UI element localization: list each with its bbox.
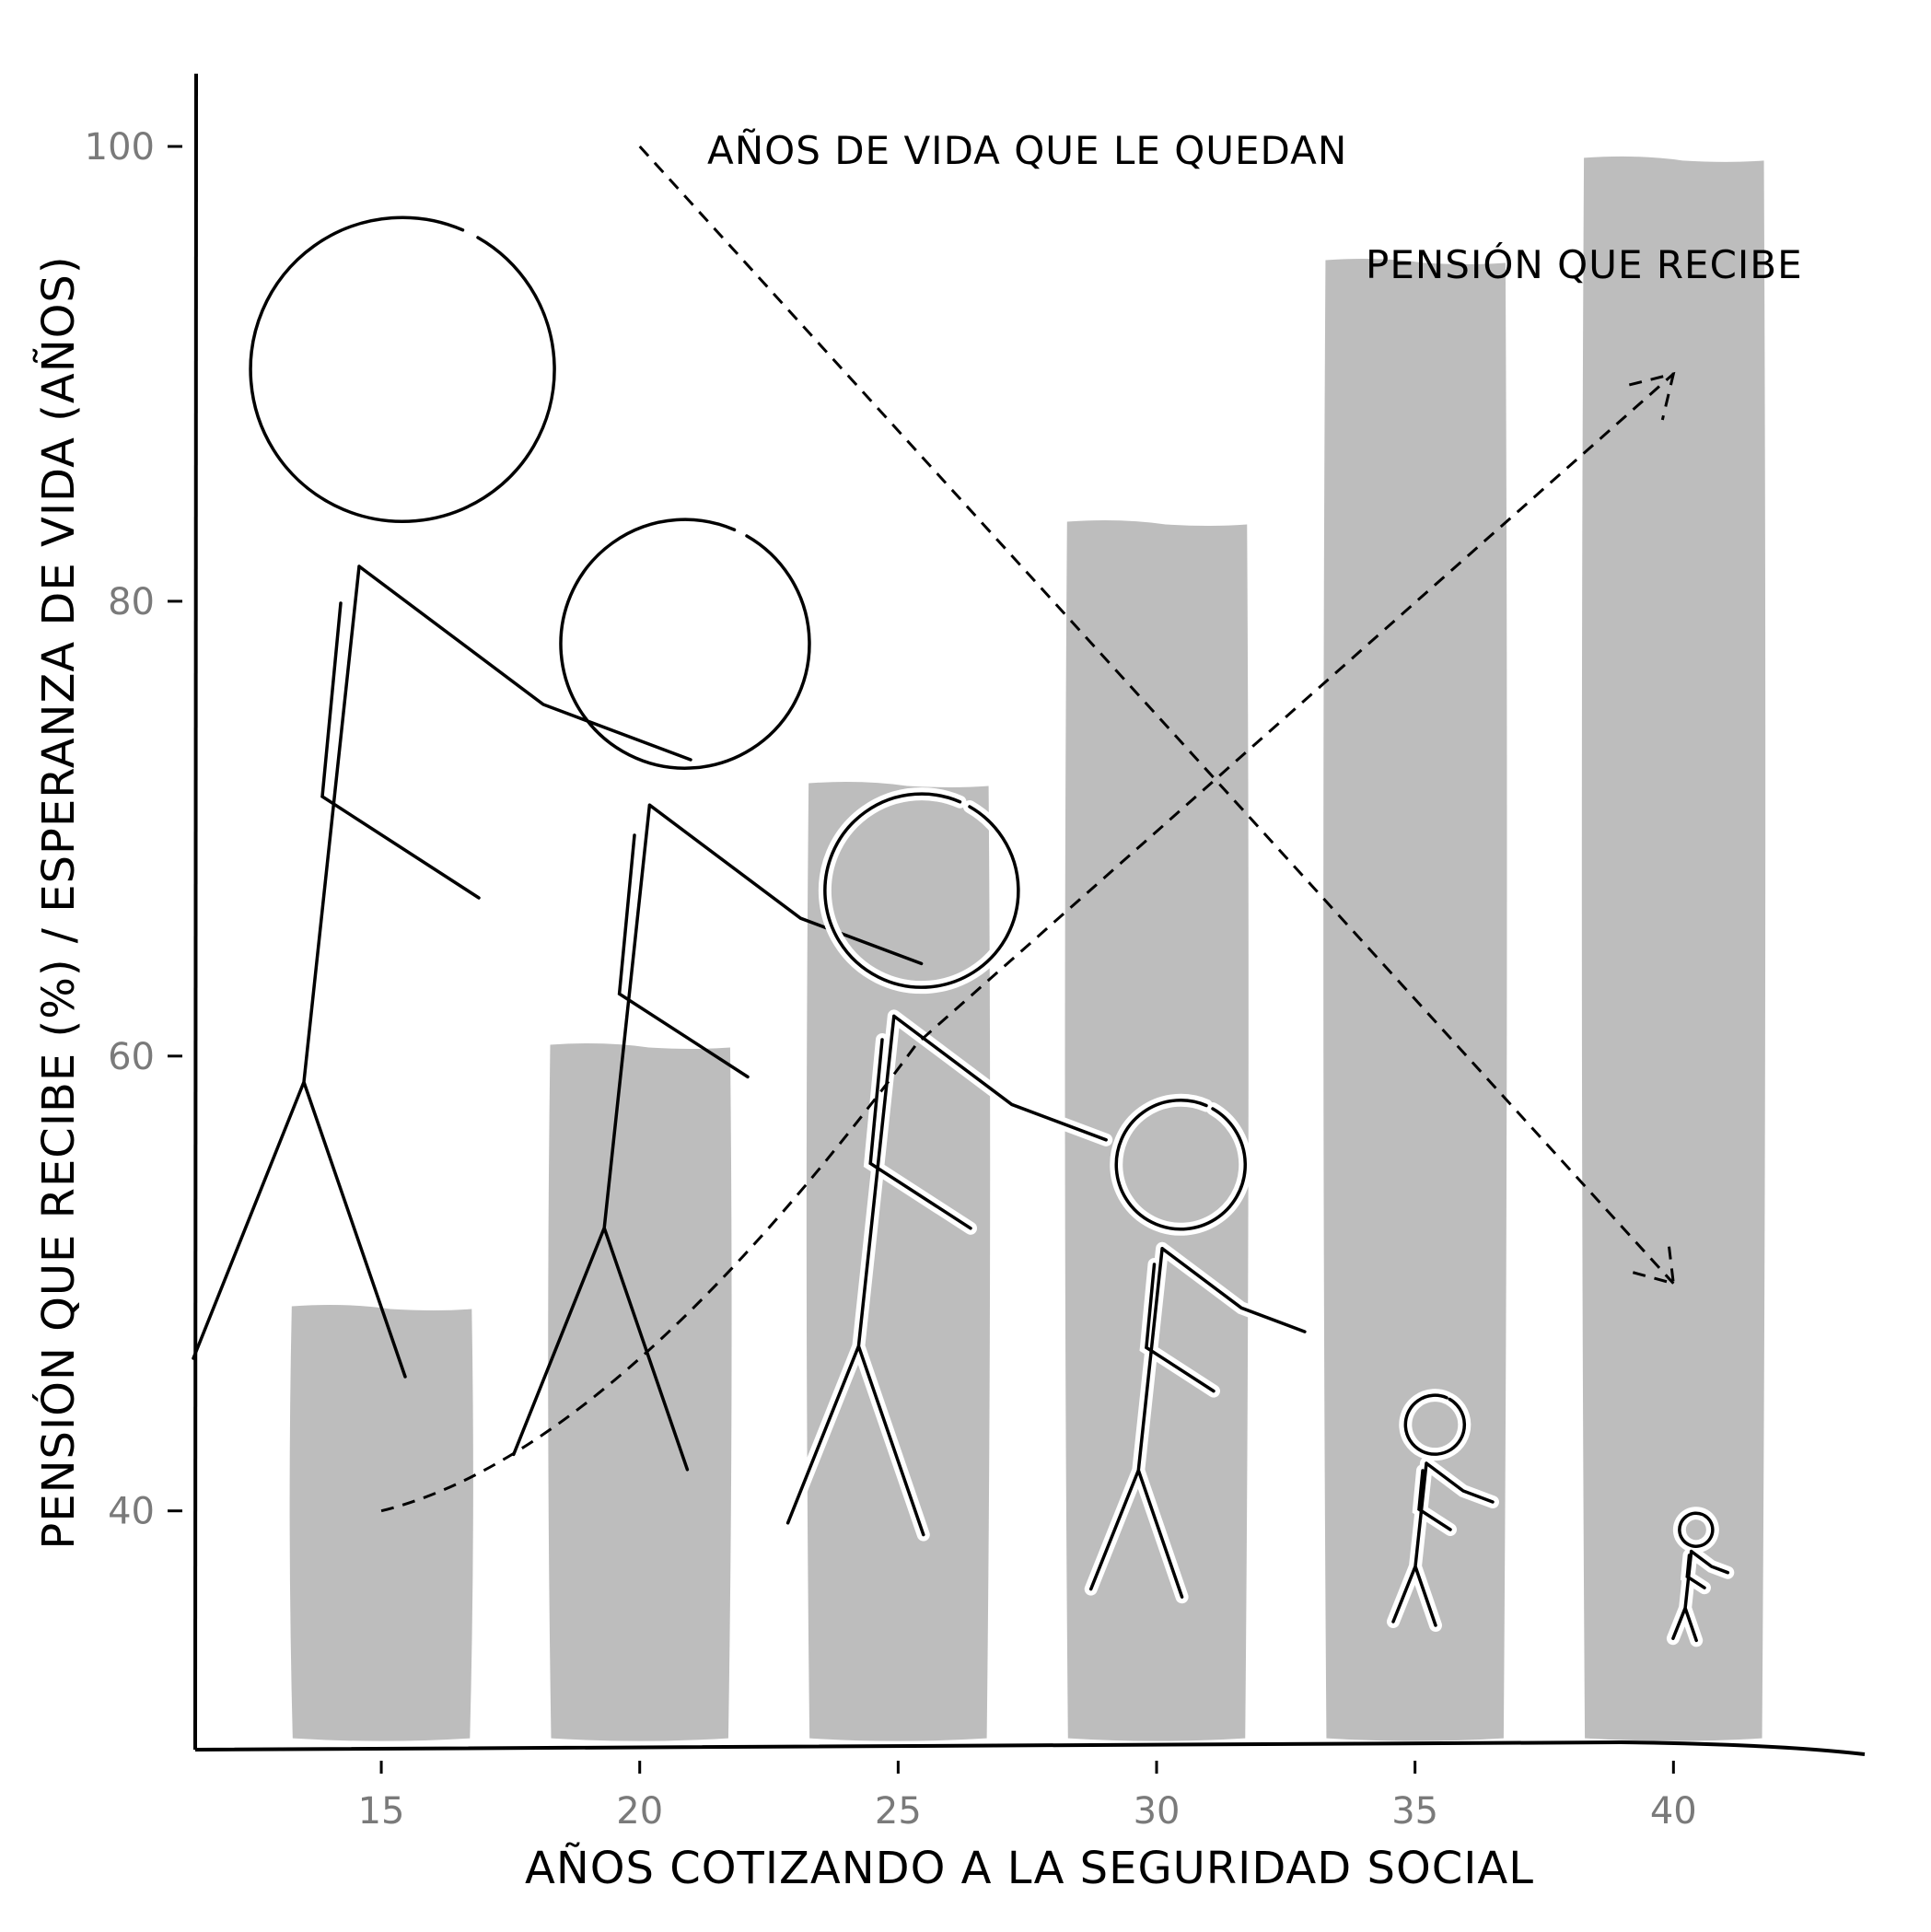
bar-30 xyxy=(1064,520,1249,1741)
figure-head xyxy=(1678,1511,1715,1548)
stick-figure-1 xyxy=(192,215,692,1379)
stick-figures-layer xyxy=(192,215,1735,1647)
bar-40 xyxy=(1581,156,1766,1741)
y-tick-label-60: 60 xyxy=(108,1036,155,1078)
stick-figure-5 xyxy=(1387,1389,1499,1632)
figure-body xyxy=(512,803,924,1472)
axes-layer xyxy=(192,73,1866,1756)
y-tick-label-80: 80 xyxy=(108,581,155,623)
arrow-pension xyxy=(380,372,1675,1513)
y-axis-line xyxy=(192,73,198,1751)
x-tick-label-35: 35 xyxy=(1391,1790,1438,1833)
figure-head xyxy=(1114,1099,1247,1231)
bar-15 xyxy=(289,1304,473,1741)
stick-figure-6 xyxy=(1666,1507,1735,1647)
y-tick-label-40: 40 xyxy=(108,1491,155,1533)
stick-figure-3 xyxy=(781,787,1113,1542)
arrows-layer xyxy=(380,145,1676,1513)
figure-head xyxy=(1403,1393,1467,1456)
arrowhead-pension xyxy=(1628,371,1676,421)
figure-head xyxy=(249,215,556,523)
stick-figure-4 xyxy=(1084,1093,1311,1604)
bars-layer xyxy=(289,156,1766,1741)
x-tick-label-20: 20 xyxy=(616,1790,663,1833)
bar-25 xyxy=(806,782,991,1741)
figure-body xyxy=(1671,1549,1730,1643)
stick-figure-2 xyxy=(512,518,924,1472)
annotation-pension: PENSIÓN QUE RECIBE xyxy=(1366,241,1803,287)
x-tick-label-15: 15 xyxy=(358,1790,405,1833)
x-tick-label-25: 25 xyxy=(875,1790,922,1833)
arrowhead-life-expectancy xyxy=(1632,1237,1676,1286)
x-tick-label-40: 40 xyxy=(1650,1790,1697,1833)
annotation-life-expectancy: AÑOS DE VIDA QUE LE QUEDAN xyxy=(707,127,1347,173)
figure-head xyxy=(823,792,1020,989)
y-axis-title: PENSIÓN QUE RECIBE (%) / ESPERANZA DE VI… xyxy=(32,255,85,1549)
figure-body xyxy=(1088,1247,1307,1599)
x-axis-line xyxy=(194,1740,1866,1756)
x-axis-title: AÑOS COTIZANDO A LA SEGURIDAD SOCIAL xyxy=(525,1843,1534,1894)
y-tick-label-100: 100 xyxy=(85,126,155,169)
figure-body xyxy=(785,1014,1108,1537)
bar-20 xyxy=(548,1043,732,1741)
figure-head xyxy=(559,518,811,770)
x-tick-label-30: 30 xyxy=(1134,1790,1181,1833)
ticks-layer: 15 20 25 30 35 40 40 60 80 100 xyxy=(85,126,1697,1833)
figure-body xyxy=(192,564,692,1379)
figure-body xyxy=(1391,1461,1495,1627)
